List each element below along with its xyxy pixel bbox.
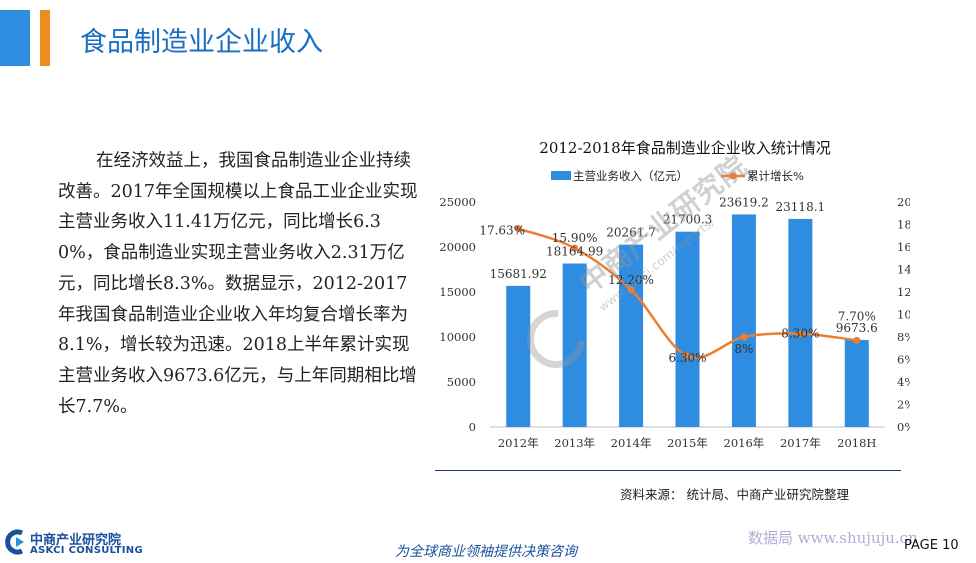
y-right-tick-label: 10% [897, 308, 910, 322]
growth-point [853, 336, 861, 344]
body-paragraph: 在经济效益上，我国食品制造业企业持续改善。2017年全国规模以上食品工业企业实现… [58, 151, 418, 417]
chart-legend: 主营业务收入（亿元） 累计增长% [551, 169, 804, 183]
title-accent-bar-orange [40, 10, 50, 66]
y-left-tick-label: 5000 [447, 375, 476, 389]
y-right-tick-label: 18% [897, 218, 910, 232]
bar [731, 214, 756, 427]
y-left-tick-label: 15000 [439, 285, 476, 299]
y-right-tick-label: 2% [897, 398, 910, 412]
line-value-label: 8% [734, 342, 753, 356]
growth-point [514, 225, 522, 233]
askci-logo-icon [5, 529, 24, 555]
y-right-tick-label: 4% [897, 375, 910, 389]
page-title: 食品制造业企业收入 [80, 27, 323, 58]
x-tick-label: 2018H [837, 436, 876, 450]
chart-divider [435, 470, 901, 471]
page-number: PAGE 10 [904, 538, 959, 553]
bar [506, 285, 531, 427]
logo-text-en: ASKCI CONSULTING [30, 545, 143, 556]
y-left-tick-label: 10000 [439, 330, 476, 344]
y-right-tick-label: 16% [897, 240, 910, 254]
bar-value-label: 23619.2 [719, 195, 769, 209]
bar [619, 244, 644, 427]
data-source: 资料来源： 统计局、中商产业研究院整理 [620, 487, 849, 502]
x-tick-label: 2014年 [611, 436, 652, 450]
title-accent-bar [0, 10, 30, 66]
y-left-tick-label: 20000 [439, 240, 476, 254]
bar [675, 231, 700, 427]
bar [788, 218, 813, 427]
bar-value-label: 21700.3 [663, 213, 713, 227]
line-value-label: 17.63% [479, 224, 525, 238]
y-right-tick-label: 20% [897, 195, 910, 209]
chart-title: 2012-2018年食品制造业企业收入统计情况 [539, 139, 830, 157]
y-left-tick-label: 25000 [439, 195, 476, 209]
line-value-label: 15.90% [552, 231, 598, 245]
bar-value-label: 15681.92 [490, 267, 547, 281]
bar-value-label: 23118.1 [776, 200, 826, 214]
bar-value-label: 18164.99 [546, 245, 603, 259]
line-value-label: 7.70% [838, 309, 876, 323]
bar [562, 263, 587, 427]
bar-value-label: 20261.7 [606, 226, 656, 240]
growth-point [627, 286, 635, 294]
growth-point [571, 244, 579, 252]
revenue-chart: 2012-2018年食品制造业企业收入统计情况 主营业务收入（亿元） 累计增长%… [439, 139, 910, 450]
x-tick-label: 2015年 [667, 436, 708, 450]
line-value-label: 8.30% [781, 327, 819, 341]
legend-label-bar: 主营业务收入（亿元） [573, 169, 688, 183]
bar-value-label: 9673.6 [836, 321, 878, 335]
footer-slogan: 为全球商业领袖提供决策咨询 [395, 544, 577, 560]
line-value-label: 12.20% [608, 273, 654, 287]
y-right-tick-label: 6% [897, 353, 910, 367]
bar [844, 339, 869, 427]
y-right-tick-label: 8% [897, 330, 910, 344]
line-value-label: 6.30% [668, 351, 706, 365]
site-watermark: 数据局 www.shujuju.cn [748, 529, 918, 547]
legend-label-line: 累计增长% [747, 169, 804, 183]
growth-point [740, 333, 748, 341]
legend-swatch-marker [729, 172, 737, 180]
x-tick-label: 2016年 [724, 436, 765, 450]
legend-swatch-bar [551, 171, 571, 180]
y-right-tick-label: 0% [897, 420, 910, 434]
growth-point [684, 352, 691, 360]
y-right-tick-label: 14% [897, 263, 910, 277]
x-tick-label: 2012年 [498, 436, 539, 450]
x-tick-label: 2013年 [554, 436, 595, 450]
growth-point [796, 330, 804, 338]
y-right-tick-label: 12% [897, 285, 910, 299]
x-tick-label: 2017年 [780, 436, 821, 450]
y-left-tick-label: 0 [469, 420, 476, 434]
logo-text-cn: 中商产业研究院 [30, 533, 122, 548]
